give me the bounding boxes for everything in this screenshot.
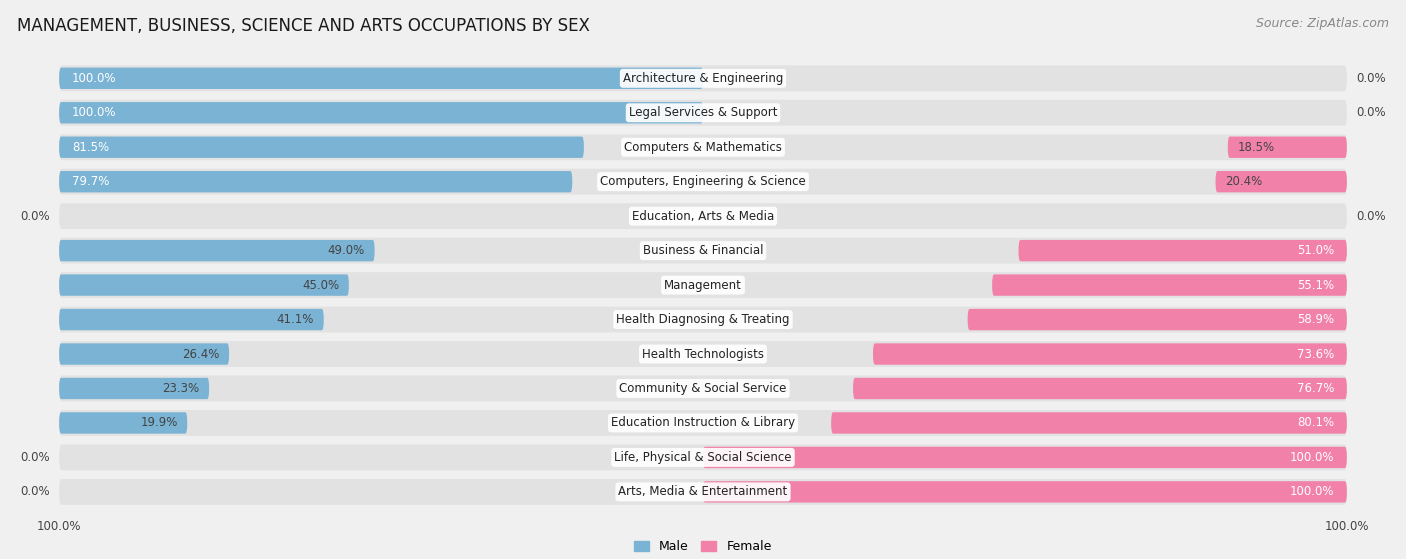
- FancyBboxPatch shape: [59, 410, 1347, 436]
- Text: 23.3%: 23.3%: [162, 382, 200, 395]
- Text: Architecture & Engineering: Architecture & Engineering: [623, 72, 783, 85]
- FancyBboxPatch shape: [59, 309, 323, 330]
- FancyBboxPatch shape: [59, 240, 374, 261]
- Text: Source: ZipAtlas.com: Source: ZipAtlas.com: [1256, 17, 1389, 30]
- Text: 45.0%: 45.0%: [302, 278, 339, 292]
- Text: Computers & Mathematics: Computers & Mathematics: [624, 141, 782, 154]
- Text: 79.7%: 79.7%: [72, 175, 110, 188]
- Text: 76.7%: 76.7%: [1296, 382, 1334, 395]
- Text: Community & Social Service: Community & Social Service: [619, 382, 787, 395]
- Text: Computers, Engineering & Science: Computers, Engineering & Science: [600, 175, 806, 188]
- Text: 100.0%: 100.0%: [1289, 451, 1334, 464]
- Text: 100.0%: 100.0%: [72, 72, 117, 85]
- FancyBboxPatch shape: [831, 413, 1347, 434]
- FancyBboxPatch shape: [873, 343, 1347, 364]
- Text: 0.0%: 0.0%: [20, 210, 49, 222]
- FancyBboxPatch shape: [1227, 136, 1347, 158]
- FancyBboxPatch shape: [59, 169, 1347, 195]
- Text: Management: Management: [664, 278, 742, 292]
- FancyBboxPatch shape: [59, 100, 1347, 126]
- FancyBboxPatch shape: [59, 413, 187, 434]
- Text: Life, Physical & Social Science: Life, Physical & Social Science: [614, 451, 792, 464]
- Legend: Male, Female: Male, Female: [630, 536, 776, 558]
- FancyBboxPatch shape: [59, 272, 1347, 298]
- Text: 19.9%: 19.9%: [141, 416, 177, 429]
- Text: Health Technologists: Health Technologists: [643, 348, 763, 361]
- Text: 100.0%: 100.0%: [72, 106, 117, 119]
- Text: Health Diagnosing & Treating: Health Diagnosing & Treating: [616, 313, 790, 326]
- Text: Business & Financial: Business & Financial: [643, 244, 763, 257]
- FancyBboxPatch shape: [59, 376, 1347, 401]
- Text: 100.0%: 100.0%: [1289, 485, 1334, 499]
- FancyBboxPatch shape: [59, 274, 349, 296]
- Text: 0.0%: 0.0%: [20, 451, 49, 464]
- FancyBboxPatch shape: [59, 68, 703, 89]
- FancyBboxPatch shape: [703, 481, 1347, 503]
- FancyBboxPatch shape: [59, 444, 1347, 470]
- Text: 49.0%: 49.0%: [328, 244, 366, 257]
- FancyBboxPatch shape: [59, 136, 583, 158]
- Text: Arts, Media & Entertainment: Arts, Media & Entertainment: [619, 485, 787, 499]
- Text: 58.9%: 58.9%: [1296, 313, 1334, 326]
- Text: 80.1%: 80.1%: [1296, 416, 1334, 429]
- FancyBboxPatch shape: [59, 378, 209, 399]
- Text: 0.0%: 0.0%: [1357, 72, 1386, 85]
- Text: 20.4%: 20.4%: [1225, 175, 1263, 188]
- Text: 26.4%: 26.4%: [183, 348, 219, 361]
- FancyBboxPatch shape: [967, 309, 1347, 330]
- Text: MANAGEMENT, BUSINESS, SCIENCE AND ARTS OCCUPATIONS BY SEX: MANAGEMENT, BUSINESS, SCIENCE AND ARTS O…: [17, 17, 589, 35]
- FancyBboxPatch shape: [59, 102, 703, 124]
- Text: 41.1%: 41.1%: [277, 313, 314, 326]
- FancyBboxPatch shape: [59, 307, 1347, 333]
- Text: 81.5%: 81.5%: [72, 141, 110, 154]
- FancyBboxPatch shape: [59, 341, 1347, 367]
- Text: Education Instruction & Library: Education Instruction & Library: [612, 416, 794, 429]
- Text: 0.0%: 0.0%: [20, 485, 49, 499]
- FancyBboxPatch shape: [59, 65, 1347, 91]
- FancyBboxPatch shape: [1216, 171, 1347, 192]
- FancyBboxPatch shape: [703, 447, 1347, 468]
- Text: 0.0%: 0.0%: [1357, 106, 1386, 119]
- FancyBboxPatch shape: [993, 274, 1347, 296]
- FancyBboxPatch shape: [59, 343, 229, 364]
- FancyBboxPatch shape: [59, 203, 1347, 229]
- Text: 55.1%: 55.1%: [1296, 278, 1334, 292]
- FancyBboxPatch shape: [59, 479, 1347, 505]
- FancyBboxPatch shape: [59, 134, 1347, 160]
- Text: 51.0%: 51.0%: [1296, 244, 1334, 257]
- Text: 0.0%: 0.0%: [1357, 210, 1386, 222]
- Text: 18.5%: 18.5%: [1237, 141, 1274, 154]
- FancyBboxPatch shape: [853, 378, 1347, 399]
- FancyBboxPatch shape: [59, 238, 1347, 263]
- FancyBboxPatch shape: [59, 171, 572, 192]
- FancyBboxPatch shape: [1018, 240, 1347, 261]
- Text: Education, Arts & Media: Education, Arts & Media: [631, 210, 775, 222]
- Text: Legal Services & Support: Legal Services & Support: [628, 106, 778, 119]
- Text: 73.6%: 73.6%: [1296, 348, 1334, 361]
